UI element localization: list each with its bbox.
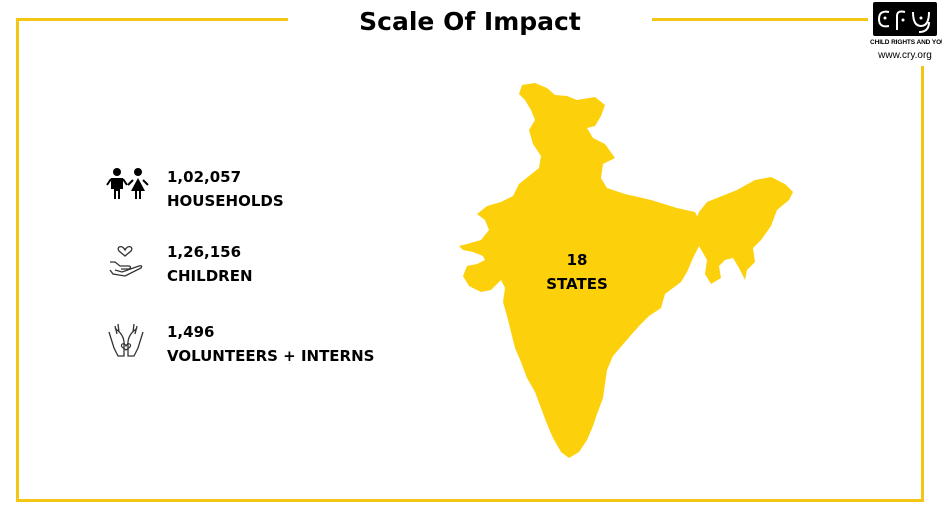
cry-logo: CHILD RIGHTS AND YOU www.cry.org (870, 2, 942, 64)
logo-url[interactable]: www.cry.org (878, 50, 932, 61)
frame-left (16, 18, 19, 502)
map-states-label: 18 STATES (532, 248, 622, 296)
heart-in-hand-icon (105, 240, 151, 280)
page-title: Scale Of Impact (359, 7, 581, 36)
frame-top-right (652, 18, 868, 21)
frame-top-left (16, 18, 288, 21)
map-value: 18 (566, 251, 588, 269)
logo-tagline: CHILD RIGHTS AND YOU (870, 39, 942, 46)
logo-mark (873, 2, 937, 36)
hands-heart-icon (105, 320, 151, 360)
map-label-text: STATES (546, 275, 608, 293)
stat-label: VOLUNTEERS + INTERNS (167, 347, 375, 365)
stat-value: 1,02,057 (167, 168, 242, 186)
stat-value: 1,496 (167, 323, 215, 341)
frame-right (921, 66, 924, 502)
india-map (459, 83, 793, 458)
children-icon (105, 165, 151, 205)
frame-bottom (16, 499, 924, 502)
stat-value: 1,26,156 (167, 243, 242, 261)
stat-label: CHILDREN (167, 267, 253, 285)
stat-label: HOUSEHOLDS (167, 192, 284, 210)
